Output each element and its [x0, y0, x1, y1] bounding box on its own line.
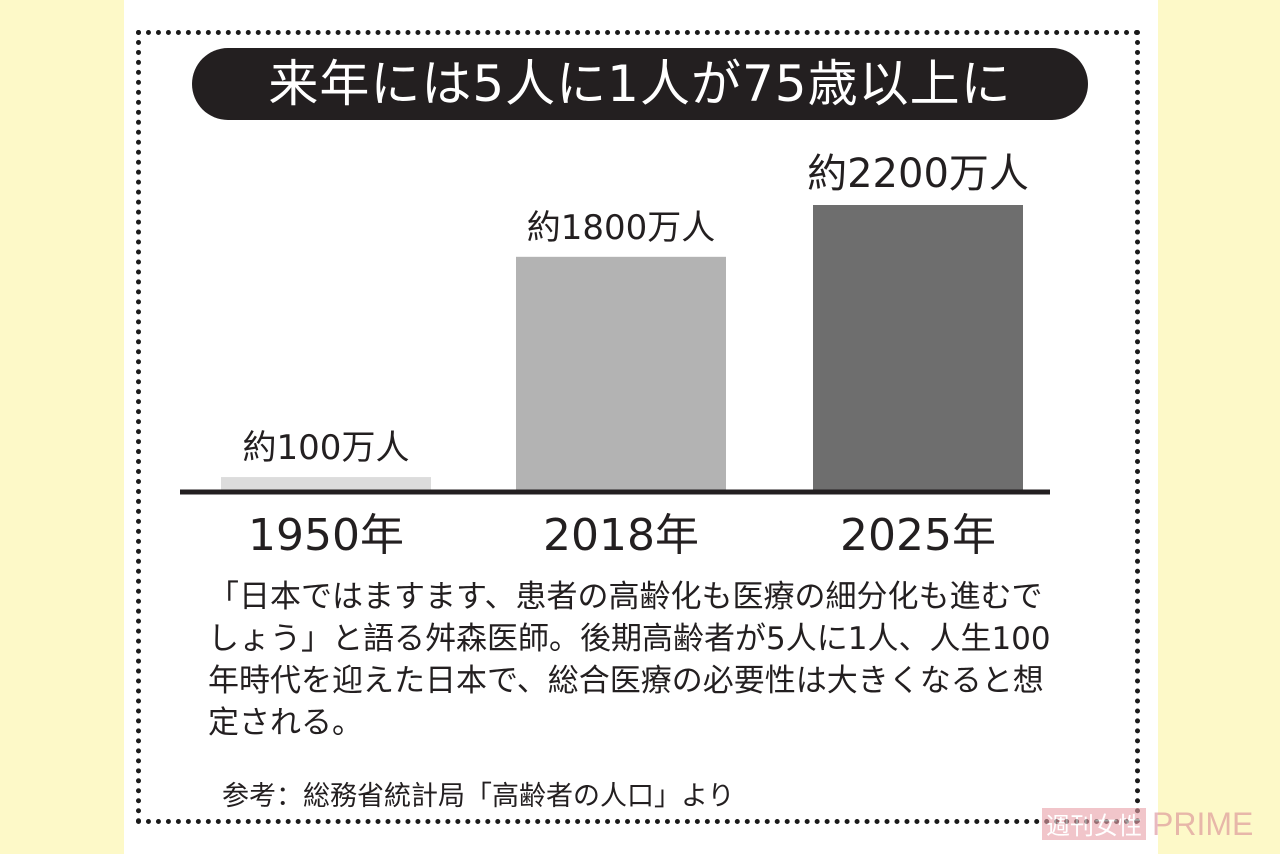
watermark-left: 週刊女性 [1040, 806, 1148, 842]
bar-2 [813, 205, 1023, 490]
category-label-2: 2025年 [840, 510, 996, 561]
publisher-watermark: 週刊女性 PRIME [1040, 806, 1253, 842]
data-label-1: 約1800万人 [527, 208, 716, 248]
category-label-1: 2018年 [543, 510, 699, 561]
data-label-2: 約2200万人 [807, 151, 1029, 197]
bar-0 [221, 477, 431, 490]
dotted-frame [136, 30, 1140, 824]
watermark-right: PRIME [1152, 806, 1254, 842]
chart-title: 来年には5人に1人が75歳以上に [192, 48, 1088, 120]
source-note: 参考：総務省統計局「高齢者の人口」より [222, 781, 735, 812]
category-label-0: 1950年 [248, 510, 404, 561]
data-label-0: 約100万人 [243, 428, 410, 468]
caption-text: 「日本ではますます、患者の高齢化も医療の細分化も進むでしょう」と語る舛森医師。後… [208, 579, 1051, 741]
bar-1 [516, 256, 726, 490]
